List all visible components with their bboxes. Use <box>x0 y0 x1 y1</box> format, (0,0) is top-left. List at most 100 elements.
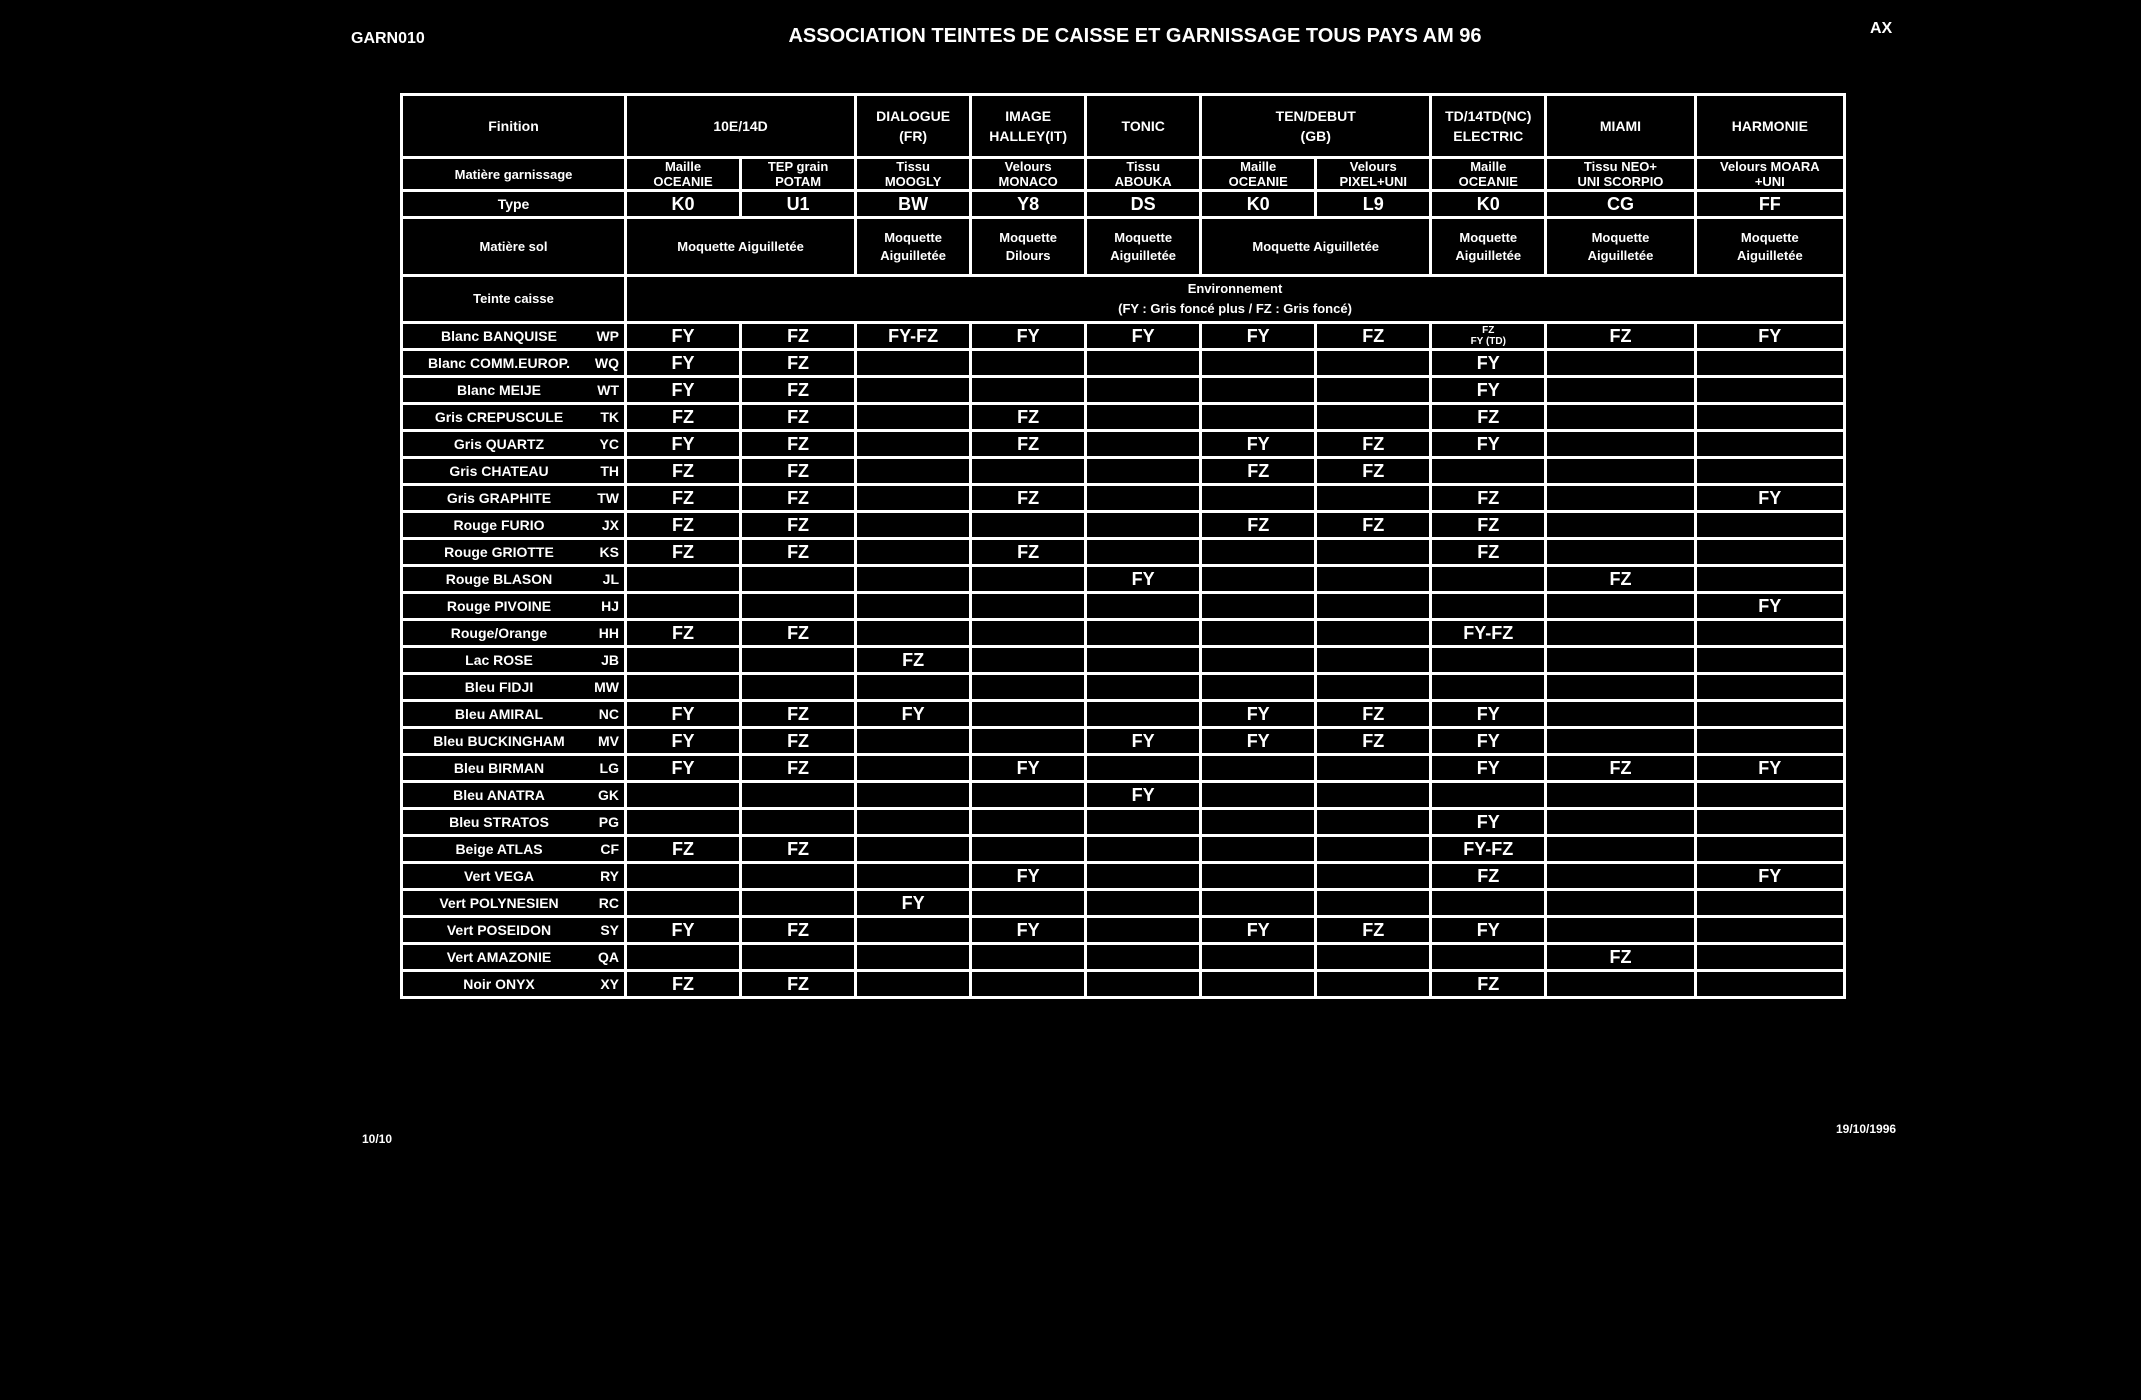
colour-row: Gris CREPUSCULE TK FZ FZ FZ FZ <box>399 402 1847 432</box>
environment-cell <box>624 591 743 621</box>
garnissage-cell: TEP grain POTAM <box>739 156 858 192</box>
environment-cell: FY-FZ <box>1429 618 1548 648</box>
environment-cell: FY <box>1084 780 1203 810</box>
environment-cell: FY <box>1429 348 1548 378</box>
environment-cell <box>1693 375 1847 405</box>
colour-label: Gris QUARTZ YC <box>399 429 628 459</box>
environment-value: FY (TD) <box>1470 336 1506 347</box>
colour-label: Bleu FIDJI MW <box>399 672 628 702</box>
colour-name: Bleu FIDJI <box>464 679 534 695</box>
environment-cell <box>1693 537 1847 567</box>
type-cell: K0 <box>1199 189 1318 219</box>
environment-cell <box>1693 726 1847 756</box>
colour-name: Blanc MEIJE <box>456 382 542 398</box>
garnissage-label: Matière garnissage <box>399 156 628 192</box>
colour-code: YC <box>599 436 619 452</box>
environment-cell <box>1314 861 1433 891</box>
colour-label: Blanc COMM.EUROP. WQ <box>399 348 628 378</box>
environment-cell: FY <box>1693 321 1847 351</box>
environment-cell <box>739 591 858 621</box>
garnissage-cell: Tissu MOOGLY <box>854 156 973 192</box>
colour-name: Gris CREPUSCULE <box>434 409 564 425</box>
environment-cell: FZ <box>854 645 973 675</box>
colour-name: Gris GRAPHITE <box>446 490 552 506</box>
environment-cell <box>1084 402 1203 432</box>
colour-label: Blanc BANQUISE WP <box>399 321 628 351</box>
environnement-header: Environnement (FY : Gris foncé plus / FZ … <box>624 274 1846 324</box>
environment-cell: FZ <box>1544 753 1697 783</box>
environment-cell <box>1199 807 1318 837</box>
colour-code: RC <box>598 895 619 911</box>
colour-label: Lac ROSE JB <box>399 645 628 675</box>
environment-cell <box>854 942 973 972</box>
colour-name: Rouge/Orange <box>450 625 548 641</box>
environment-cell <box>1429 780 1548 810</box>
environment-cell <box>1429 564 1548 594</box>
colour-label: Bleu BIRMAN LG <box>399 753 628 783</box>
type-cell: BW <box>854 189 973 219</box>
environment-cell <box>854 456 973 486</box>
environment-cell <box>1544 537 1697 567</box>
environment-cell: FZ <box>1314 699 1433 729</box>
environment-cell <box>969 456 1088 486</box>
colour-row: Vert POLYNESIEN RC FY <box>399 888 1847 918</box>
environment-cell <box>1429 942 1548 972</box>
colour-name: Vert POSEIDON <box>446 922 552 938</box>
finition-header: 10E/14D <box>624 93 858 159</box>
environment-cell: FZ <box>739 834 858 864</box>
environment-cell <box>624 942 743 972</box>
document-title: ASSOCIATION TEINTES DE CAISSE ET GARNISS… <box>788 25 1482 47</box>
environment-cell: FY <box>624 348 743 378</box>
colour-label: Gris CHATEAU TH <box>399 456 628 486</box>
sol-cell: Moquette Aiguilletée <box>1199 216 1433 277</box>
environment-cell <box>1199 375 1318 405</box>
environment-cell <box>1199 564 1318 594</box>
colour-row: Bleu ANATRA GK FY <box>399 780 1847 810</box>
environment-cell <box>854 402 973 432</box>
colour-code: JB <box>601 652 619 668</box>
garnissage-cell: Maille OCEANIE <box>1199 156 1318 192</box>
colour-code: TW <box>597 490 619 506</box>
environment-cell <box>1429 672 1548 702</box>
garnissage-row: Matière garnissage Maille OCEANIE TEP gra… <box>399 156 1847 192</box>
environment-cell <box>1429 456 1548 486</box>
environment-cell <box>1199 942 1318 972</box>
colour-code: QA <box>598 949 619 965</box>
environment-cell <box>1314 807 1433 837</box>
environment-cell <box>969 807 1088 837</box>
colour-name: Rouge GRIOTTE <box>444 544 554 560</box>
colour-row: Rouge BLASON JL FY FZ <box>399 564 1847 594</box>
environment-cell: FZ <box>739 753 858 783</box>
finition-header: TEN/DEBUT (GB) <box>1199 93 1433 159</box>
colour-name: Blanc COMM.EUROP. <box>427 355 571 371</box>
colour-label: Vert POLYNESIEN RC <box>399 888 628 918</box>
environment-cell: FZ <box>1544 564 1697 594</box>
type-cell: CG <box>1544 189 1697 219</box>
environment-cell: FY <box>969 753 1088 783</box>
environment-cell: FZ <box>1429 969 1548 999</box>
environment-cell: FZ <box>1429 402 1548 432</box>
environment-cell <box>1544 969 1697 999</box>
colour-row: Gris GRAPHITE TW FZ FZ FZ FZ FY <box>399 483 1847 513</box>
environment-cell <box>1199 537 1318 567</box>
environment-cell <box>1084 672 1203 702</box>
association-table: Finition 10E/14D DIALOGUE (FR) IMAGE HALLE… <box>399 93 1847 999</box>
colour-code: TK <box>600 409 619 425</box>
colour-name: Gris QUARTZ <box>453 436 545 452</box>
environment-cell <box>1544 429 1697 459</box>
environment-cell <box>1084 537 1203 567</box>
colour-code: TH <box>600 463 619 479</box>
environment-cell <box>1314 375 1433 405</box>
colour-row: Vert AMAZONIE QA FZ <box>399 942 1847 972</box>
colour-name: Bleu BIRMAN <box>453 760 545 776</box>
colour-code: KS <box>599 544 619 560</box>
environment-cell <box>969 834 1088 864</box>
environment-cell <box>1084 591 1203 621</box>
environment-cell: FZ <box>1199 456 1318 486</box>
environment-cell: FY <box>1199 429 1318 459</box>
environment-cell: FZ <box>1314 456 1433 486</box>
environment-cell: FY <box>854 699 973 729</box>
colour-label: Gris GRAPHITE TW <box>399 483 628 513</box>
environment-cell <box>969 510 1088 540</box>
environment-cell <box>1314 969 1433 999</box>
